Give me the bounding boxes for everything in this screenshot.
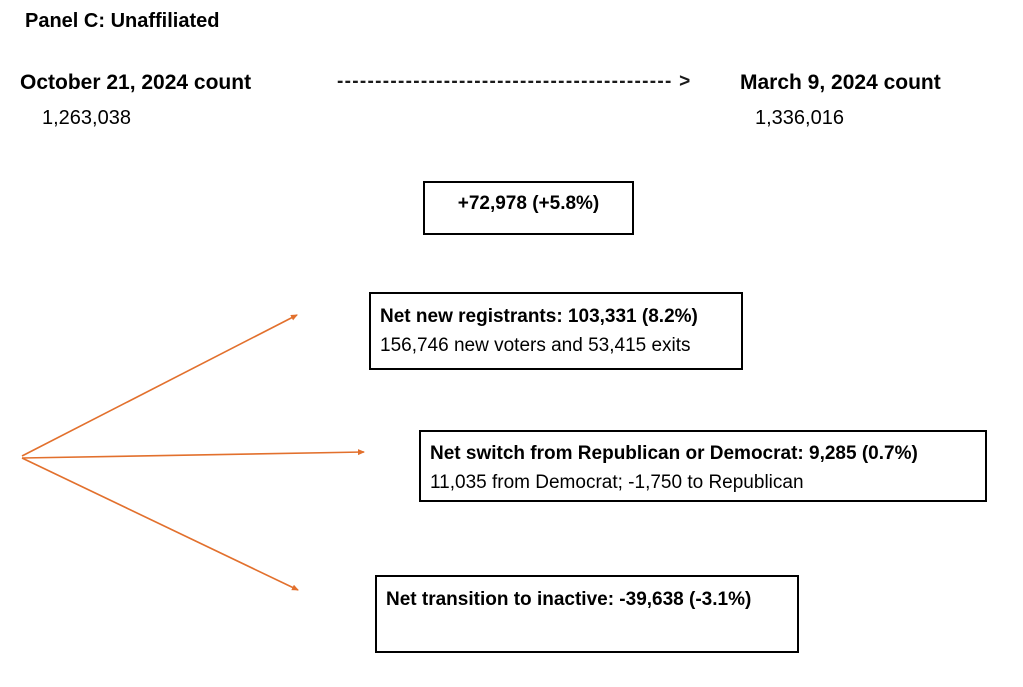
net-inactive-box: Net transition to inactive: -39,638 (-3.… [375, 575, 799, 653]
arrow-to-party-switch [21, 449, 365, 459]
total-change-label: +72,978 (+5.8%) [457, 193, 600, 214]
start-count-value: 1,263,038 [42, 107, 131, 129]
start-count-label: October 21, 2024 count [20, 71, 252, 94]
net-new-registrants-detail: 156,746 new voters and 53,415 exits [380, 335, 691, 356]
arrow-to-new-registrants [21, 314, 298, 457]
end-count-value: 1,336,016 [755, 107, 844, 129]
end-count-label: March 9, 2024 count [740, 71, 941, 94]
net-switch-box: Net switch from Republican or Democrat: … [419, 430, 987, 502]
net-inactive-title: Net transition to inactive: -39,638 (-3.… [386, 589, 752, 610]
net-switch-detail: 11,035 from Democrat; -1,750 to Republic… [430, 472, 804, 493]
net-switch-title: Net switch from Republican or Democrat: … [430, 443, 918, 464]
total-change-box: +72,978 (+5.8%) [423, 181, 634, 235]
arrow-to-inactive [21, 457, 299, 591]
net-new-registrants-title: Net new registrants: 103,331 (8.2%) [380, 306, 698, 327]
timeline-dashed-arrow: ----------------------------------------… [337, 71, 692, 92]
net-new-registrants-box: Net new registrants: 103,331 (8.2%) 156,… [369, 292, 743, 370]
panel-title: Panel C: Unaffiliated [25, 10, 220, 32]
